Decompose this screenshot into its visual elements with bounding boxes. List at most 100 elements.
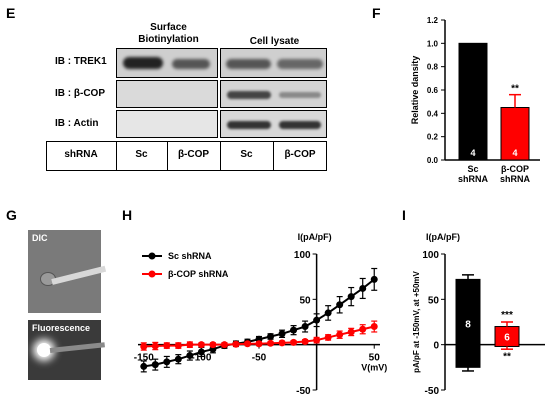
legend-marker bbox=[148, 252, 156, 260]
data-point bbox=[324, 333, 332, 341]
table-divider bbox=[273, 141, 274, 171]
y-tick-label: 0.6 bbox=[427, 86, 439, 95]
y-tick-label: 1.0 bbox=[427, 39, 439, 48]
bar bbox=[500, 107, 530, 161]
y-axis-label: pA/pF at -150mV, at +50mV bbox=[412, 270, 421, 372]
data-point bbox=[370, 275, 378, 283]
bar bbox=[458, 42, 488, 161]
data-point bbox=[301, 337, 309, 345]
table-divider bbox=[116, 141, 117, 171]
data-point bbox=[243, 340, 251, 348]
data-point bbox=[290, 326, 298, 334]
data-point bbox=[313, 336, 321, 344]
fluorescence-label: Fluorescence bbox=[32, 323, 91, 333]
table-divider bbox=[167, 141, 168, 171]
fluorescence-image: Fluorescence bbox=[28, 320, 105, 380]
blot-trek1-surface bbox=[116, 48, 218, 78]
blot-trek1-lysate bbox=[220, 48, 327, 78]
row-label-beta-cop: IB : β-COP bbox=[55, 88, 105, 99]
data-point bbox=[174, 342, 182, 350]
data-point bbox=[174, 355, 182, 363]
data-point bbox=[186, 341, 194, 349]
data-point bbox=[336, 301, 344, 309]
data-point bbox=[290, 338, 298, 346]
header-surface-biotinylation: Surface Biotinylation bbox=[138, 22, 199, 45]
data-point bbox=[140, 342, 148, 350]
x-tick-label: -100 bbox=[191, 353, 211, 364]
data-point bbox=[163, 342, 171, 350]
data-point bbox=[197, 341, 205, 349]
data-point bbox=[278, 339, 286, 347]
blot-actin-surface bbox=[116, 110, 218, 138]
data-point bbox=[324, 309, 332, 317]
y-tick-label: 0 bbox=[433, 341, 439, 352]
significance-label: ** bbox=[503, 351, 511, 362]
y-tick-label: 1.2 bbox=[427, 16, 439, 25]
y-tick-label: -50 bbox=[296, 386, 311, 397]
data-point bbox=[347, 328, 355, 336]
data-point bbox=[267, 339, 275, 347]
y-tick-label: -50 bbox=[425, 386, 440, 397]
y-tick-label: 0.0 bbox=[427, 156, 439, 165]
y-tick-label: 50 bbox=[299, 295, 311, 306]
y-axis-label: Relative dansity bbox=[410, 56, 420, 125]
chart-title: I(pA/pF) bbox=[426, 232, 460, 242]
panel-letter-f: F bbox=[372, 5, 381, 21]
header-cell-lysate: Cell lysate bbox=[249, 36, 300, 47]
n-label: 4 bbox=[512, 148, 517, 158]
data-point bbox=[209, 341, 217, 349]
row-label-trek1: IB : TREK1 bbox=[55, 56, 107, 67]
chart-title: I(pA/pF) bbox=[298, 232, 332, 242]
data-point bbox=[278, 330, 286, 338]
y-tick-label: 0.4 bbox=[427, 109, 439, 118]
x-axis-label: V(mV) bbox=[361, 363, 387, 373]
data-point bbox=[336, 331, 344, 339]
blot-actin-lysate bbox=[220, 110, 327, 138]
y-tick-label: 50 bbox=[428, 295, 440, 306]
panel-letter-e: E bbox=[6, 5, 16, 21]
y-tick-label: 100 bbox=[422, 250, 439, 261]
pipette bbox=[51, 265, 107, 285]
category-label: β-COP bbox=[501, 164, 529, 174]
data-point bbox=[267, 333, 275, 341]
x-tick-label: -50 bbox=[252, 353, 267, 364]
category-label: Sc bbox=[467, 164, 478, 174]
x-tick-label: 50 bbox=[369, 353, 381, 364]
blot-beta-cop-surface bbox=[116, 80, 218, 108]
legend-marker bbox=[148, 270, 156, 278]
data-point bbox=[197, 348, 205, 356]
blot-beta-cop-lysate bbox=[220, 80, 327, 108]
table-cell-sc-2: Sc bbox=[240, 149, 253, 160]
table-divider bbox=[220, 141, 221, 171]
legend-label: β-COP shRNA bbox=[168, 269, 229, 279]
significance-label: *** bbox=[501, 310, 513, 321]
data-point bbox=[301, 323, 309, 331]
n-label: 4 bbox=[470, 148, 475, 158]
row-label-actin: IB : Actin bbox=[55, 118, 99, 129]
table-cell-beta-cop-1: β-COP bbox=[177, 149, 210, 160]
data-point bbox=[140, 362, 148, 370]
data-point bbox=[186, 352, 194, 360]
shrna-table bbox=[46, 141, 327, 171]
n-label: 8 bbox=[465, 319, 471, 330]
y-tick-label: 0.2 bbox=[427, 133, 439, 142]
data-point bbox=[370, 323, 378, 331]
data-point bbox=[151, 361, 159, 369]
n-label: 6 bbox=[504, 333, 510, 344]
category-label: shRNA bbox=[458, 174, 489, 184]
pipette bbox=[49, 342, 105, 353]
data-point bbox=[255, 340, 263, 348]
chart-f: 0.0 0.2 0.4 0.6 0.8 1.0 1.2 Relative dansity 4 Sc… bbox=[410, 16, 540, 184]
table-cell-beta-cop-2: β-COP bbox=[284, 149, 316, 160]
panel-letter-h: H bbox=[122, 207, 133, 223]
data-point bbox=[347, 293, 355, 301]
y-tick-label: 100 bbox=[294, 250, 311, 261]
significance-label: ** bbox=[511, 84, 519, 95]
dic-image: DIC bbox=[28, 230, 107, 313]
dic-label: DIC bbox=[32, 233, 48, 243]
data-point bbox=[359, 284, 367, 292]
legend-label: Sc shRNA bbox=[168, 251, 212, 261]
table-cell-sc-1: Sc bbox=[135, 149, 148, 160]
